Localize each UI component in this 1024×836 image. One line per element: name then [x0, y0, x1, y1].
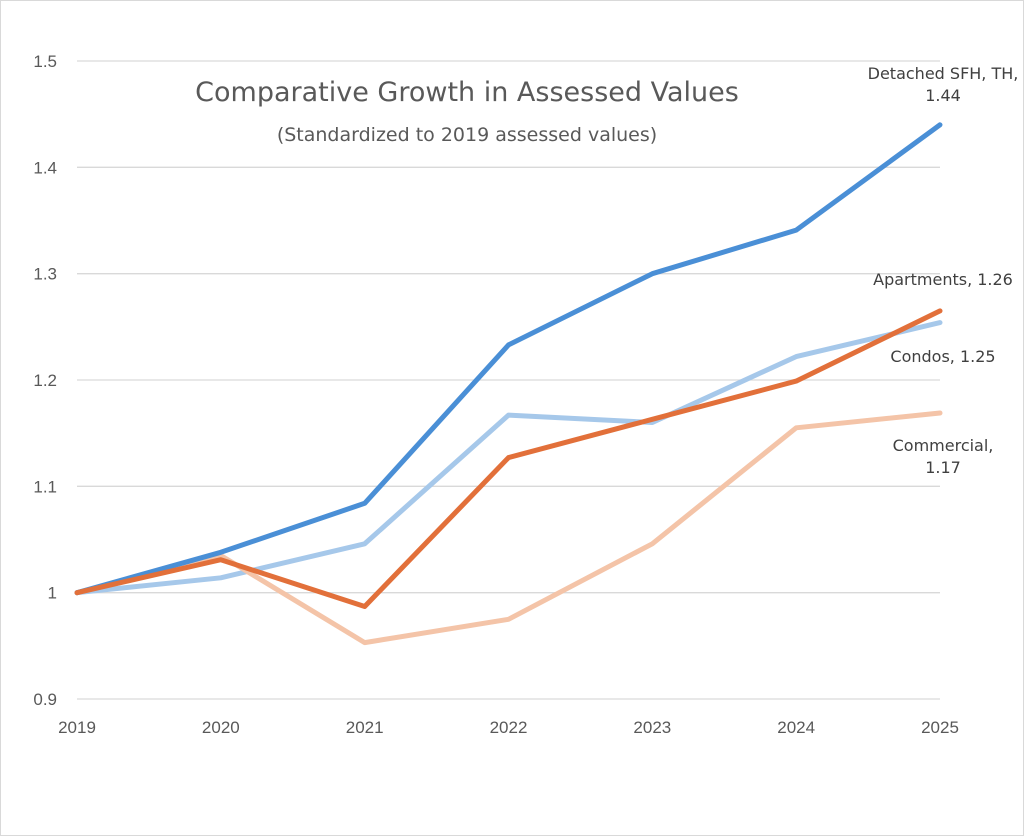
x-tick-label: 2022: [490, 718, 528, 737]
data-label-commercial: Commercial,: [893, 436, 994, 455]
series-lines: [74, 122, 943, 646]
y-tick-label: 1.2: [33, 371, 57, 390]
y-tick-label: 1.4: [33, 158, 57, 177]
y-tick-label: 1.3: [33, 265, 57, 284]
data-label-detached-sfh-th: 1.44: [925, 86, 961, 105]
x-tick-label: 2024: [777, 718, 815, 737]
x-tick-label: 2019: [58, 718, 96, 737]
y-tick-label: 0.9: [33, 690, 57, 709]
gridlines: [77, 60, 940, 700]
x-tick-label: 2020: [202, 718, 240, 737]
data-labels: Detached SFH, TH, 1.44 Condos, 1.25 Apartme…: [868, 64, 1019, 477]
chart-title: Comparative Growth in Assessed Values: [195, 77, 739, 108]
x-tick-label: 2021: [346, 718, 384, 737]
data-label-apartments: Apartments, 1.26: [873, 270, 1013, 289]
x-tick-label: 2025: [921, 718, 959, 737]
y-tick-label: 1.1: [33, 477, 57, 496]
y-tick-label: 1: [48, 584, 57, 603]
y-tick-label: 1.5: [33, 52, 57, 71]
series-line-commercial: [74, 410, 943, 646]
data-label-condos: Condos, 1.25: [890, 347, 995, 366]
series-line-detached-sfh-th: [74, 122, 943, 596]
y-axis-ticks: 0.9 1 1.1 1.2 1.3 1.4 1.5: [33, 52, 57, 709]
data-label-commercial: 1.17: [925, 458, 961, 477]
chart-subtitle: (Standardized to 2019 assessed values): [277, 124, 657, 146]
series-line-apartments: [74, 308, 943, 609]
x-axis-ticks: 2019 2020 2021 2022 2023 2024 2025: [58, 718, 959, 737]
series-line-condos: [74, 320, 943, 596]
x-tick-label: 2023: [633, 718, 671, 737]
data-label-detached-sfh-th: Detached SFH, TH,: [868, 64, 1019, 83]
